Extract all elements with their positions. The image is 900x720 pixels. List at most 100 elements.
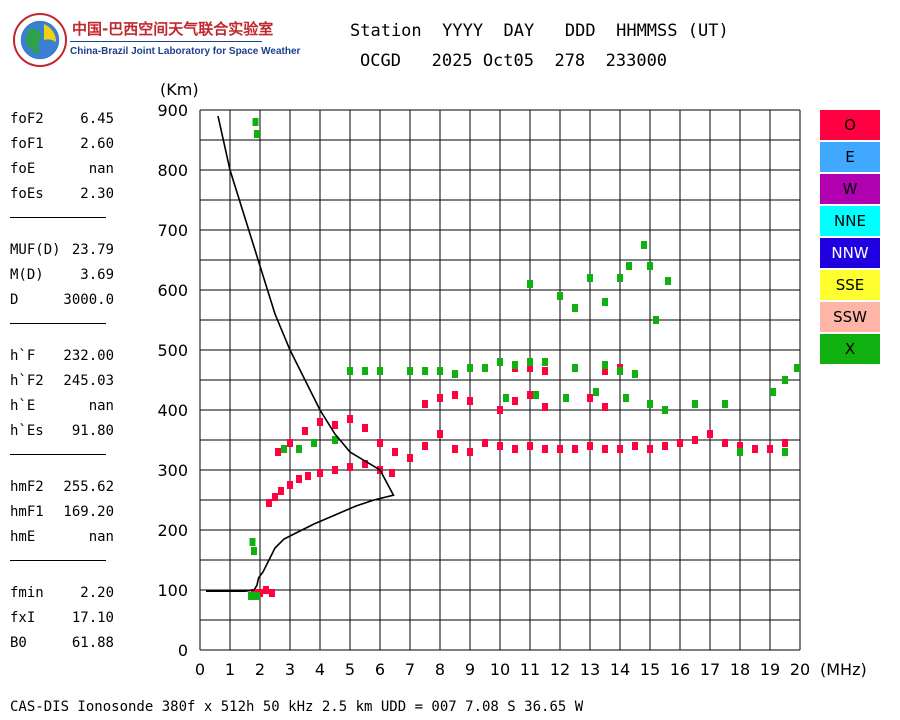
echo-point-o	[542, 367, 548, 375]
param-value: 23.79	[71, 242, 114, 258]
x-tick-label: 5	[345, 660, 355, 679]
echo-point-x	[770, 388, 776, 396]
echo-point-x	[653, 316, 659, 324]
echo-point-o	[602, 403, 608, 411]
echo-point-o	[602, 445, 608, 453]
x-tick-label: 4	[315, 660, 325, 679]
echo-point-o	[347, 415, 353, 423]
echo-point-x	[665, 277, 671, 285]
param-name: h`F2	[10, 373, 44, 389]
echo-point-o	[263, 586, 269, 594]
echo-point-o	[275, 448, 281, 456]
echo-point-x	[572, 304, 578, 312]
x-tick-label: 15	[640, 660, 660, 679]
echo-point-o	[632, 442, 638, 450]
echo-point-o	[542, 445, 548, 453]
echo-point-x	[647, 262, 653, 270]
param-name: foF2	[10, 111, 44, 127]
echo-point-x	[617, 367, 623, 375]
lab-name-chinese: 中国-巴西空间天气联合实验室	[72, 20, 274, 38]
echo-point-o	[452, 445, 458, 453]
echo-point-o	[707, 430, 713, 438]
echo-point-o	[392, 448, 398, 456]
param-value: 245.03	[63, 373, 114, 389]
echo-point-o	[527, 364, 533, 372]
echo-point-x	[254, 130, 260, 138]
echo-point-o	[389, 469, 395, 477]
legend-item-x: X	[820, 334, 880, 364]
echo-point-x	[602, 298, 608, 306]
echo-point-x	[593, 388, 599, 396]
legend-item-nnw: NNW	[820, 238, 880, 268]
echo-point-x	[437, 367, 443, 375]
echo-point-o	[467, 397, 473, 405]
param-value: nan	[88, 529, 114, 545]
x-tick-label: 11	[520, 660, 540, 679]
y-axis-label: (Km)	[160, 80, 199, 99]
echo-point-x	[662, 406, 668, 414]
echo-point-o	[437, 394, 443, 402]
param-value: 3000.0	[63, 292, 114, 308]
echo-point-o	[767, 445, 773, 453]
lab-logo	[12, 12, 68, 68]
echo-point-o	[722, 439, 728, 447]
header-values: OCGD 2025 Oct05 278 233000	[360, 51, 668, 71]
legend-item-sse: SSE	[820, 270, 880, 300]
param-separator	[10, 323, 106, 324]
y-tick-label: 800	[157, 161, 188, 180]
echo-point-o	[362, 424, 368, 432]
y-tick-label: 0	[178, 641, 188, 660]
echo-point-x	[249, 538, 256, 546]
param-name: h`F	[10, 348, 36, 364]
x-tick-label: 1	[225, 660, 235, 679]
param-name: MUF(D)	[10, 242, 61, 258]
y-tick-label: 500	[157, 341, 188, 360]
param-value: 2.20	[80, 585, 114, 601]
echo-point-x	[632, 370, 638, 378]
echo-point-o	[422, 442, 428, 450]
legend-item-e: E	[820, 142, 880, 172]
param-value: 255.62	[63, 479, 114, 495]
echo-point-o	[347, 463, 353, 471]
y-tick-label: 200	[157, 521, 188, 540]
y-tick-label: 600	[157, 281, 188, 300]
param-name: M(D)	[10, 267, 44, 283]
x-tick-label: 17	[700, 660, 720, 679]
echo-point-o	[266, 499, 272, 507]
echo-point-o	[269, 589, 275, 597]
echo-point-x	[482, 364, 488, 372]
echo-point-x	[281, 445, 287, 453]
echo-point-x	[254, 592, 260, 600]
echo-point-o	[572, 445, 578, 453]
legend-item-nne: NNE	[820, 206, 880, 236]
param-value: nan	[88, 398, 114, 414]
echo-point-x	[362, 367, 368, 375]
echo-point-x	[572, 364, 578, 372]
echo-point-x	[347, 367, 353, 375]
echo-point-x	[503, 394, 509, 402]
param-separator	[10, 454, 106, 455]
echo-point-x	[407, 367, 413, 375]
header-columns: Station YYYY DAY DDD HHMMSS (UT)	[350, 21, 729, 41]
legend-item-ssw: SSW	[820, 302, 880, 332]
echo-point-x	[602, 361, 608, 369]
density-profile-line	[206, 115, 395, 593]
param-value: nan	[88, 161, 114, 177]
echo-point-o	[272, 493, 278, 501]
param-name: foE	[10, 161, 36, 177]
echo-point-o	[497, 442, 503, 450]
echo-point-x	[692, 400, 698, 408]
param-name: D	[10, 292, 19, 308]
param-name: B0	[10, 635, 27, 651]
echo-point-x	[296, 445, 302, 453]
x-tick-label: 2	[255, 660, 265, 679]
param-value: 17.10	[71, 610, 114, 626]
echo-point-o	[287, 481, 293, 489]
y-tick-label: 300	[157, 461, 188, 480]
echo-point-x	[467, 364, 473, 372]
echo-point-x	[377, 367, 383, 375]
echo-point-o	[278, 487, 284, 495]
param-name: hmE	[10, 529, 36, 545]
echo-point-x	[737, 448, 743, 456]
echo-point-x	[563, 394, 569, 402]
